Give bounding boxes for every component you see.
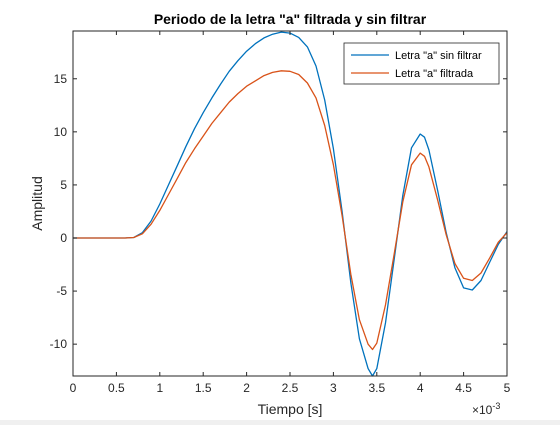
x-tick-label: 0.5	[108, 381, 125, 395]
y-axis-label: Amplitud	[29, 176, 45, 230]
x-tick-label: 2.5	[282, 381, 299, 395]
legend: Letra "a" sin filtrar Letra "a" filtrada	[343, 42, 500, 85]
x-tick-label: 3.5	[368, 381, 385, 395]
legend-label-sin-filtrar: Letra "a" sin filtrar	[395, 50, 482, 62]
x-tick-label: 4.5	[455, 381, 472, 395]
x-tick-label: 1	[156, 381, 163, 395]
y-axis: -10 -5 0 5 10 15	[50, 72, 507, 351]
x-tick-label: 2	[243, 381, 250, 395]
series-line-1	[73, 70, 508, 351]
x-axis-exponent-base: ×10	[472, 403, 493, 417]
series-line-0	[73, 31, 508, 377]
y-tick-label: 10	[54, 125, 68, 139]
y-tick-label: -5	[56, 284, 67, 298]
x-tick-label: 3	[330, 381, 337, 395]
x-axis-exponent: ×10-3	[472, 401, 500, 417]
x-tick-label: 5	[504, 381, 511, 395]
chart-title: Periodo de la letra "a" filtrada y sin f…	[154, 11, 427, 27]
y-tick-label: 15	[54, 72, 68, 86]
legend-box	[343, 42, 500, 85]
x-tick-label: 1.5	[195, 381, 212, 395]
x-axis-label: Tiempo [s]	[258, 401, 323, 417]
plot-area	[73, 31, 507, 376]
x-tick-label: 0	[70, 381, 77, 395]
x-axis: 0 0.5 1 1.5 2 2.5 3 3.5 4 4.5 5	[70, 31, 511, 395]
y-tick-label: 5	[60, 178, 67, 192]
x-tick-label: 4	[417, 381, 424, 395]
y-tick-label: -10	[50, 337, 68, 351]
series-layer	[73, 31, 508, 377]
legend-label-filtrada: Letra "a" filtrada	[395, 68, 474, 80]
y-tick-label: 0	[60, 231, 67, 245]
x-axis-exponent-power: -3	[492, 401, 500, 411]
